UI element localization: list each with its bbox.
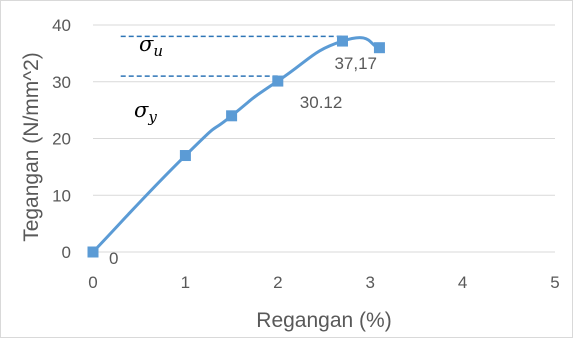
data-point-marker [179,150,191,162]
x-tick-label: 0 [88,273,97,292]
y-tick-label: 20 [52,130,71,149]
x-axis-title: Regangan (%) [256,309,391,332]
y-tick-label: 40 [52,16,71,35]
sigma-y-annotation: σy [134,98,157,126]
data-label: 30.12 [300,93,343,112]
data-label: 37,17 [334,54,377,73]
x-tick-label: 1 [181,273,190,292]
data-points [87,35,385,258]
y-tick-label: 10 [52,186,71,205]
y-tick-labels: 0 10 20 30 40 [52,16,71,262]
data-point-marker [336,35,348,47]
x-tick-label: 5 [550,273,559,292]
x-tick-label: 2 [273,273,282,292]
y-tick-label: 0 [62,243,71,262]
sigma-u-annotation: σu [139,32,163,60]
reference-lines [120,35,343,77]
y-axis-title: Tegangan (N/mm^2) [20,52,43,242]
x-tick-label: 3 [365,273,374,292]
y-tick-label: 30 [52,73,71,92]
data-point-marker [87,246,99,258]
sigma-y-symbol: σ [134,98,149,122]
data-labels: 0 30.12 37,17 [109,54,377,268]
sigma-u-symbol: σ [139,32,154,56]
data-label: 0 [109,249,118,268]
sigma-y-subscript: y [147,108,157,126]
x-tick-label: 4 [458,273,467,292]
sigma-u-subscript: u [153,42,163,60]
gridlines [93,24,555,253]
data-point-marker [226,110,238,122]
x-tick-labels: 0 1 2 3 4 5 [88,273,559,292]
data-point-marker [373,42,385,54]
data-point-marker [272,75,284,87]
